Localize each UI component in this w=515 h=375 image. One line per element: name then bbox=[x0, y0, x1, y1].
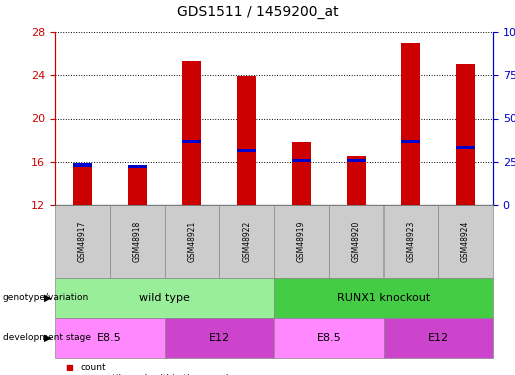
Text: ▶: ▶ bbox=[44, 333, 51, 343]
Text: GDS1511 / 1459200_at: GDS1511 / 1459200_at bbox=[177, 5, 338, 19]
Text: E8.5: E8.5 bbox=[316, 333, 341, 343]
Text: GSM48923: GSM48923 bbox=[406, 221, 416, 262]
Text: count: count bbox=[81, 363, 107, 372]
Text: ■: ■ bbox=[65, 374, 73, 375]
Text: E12: E12 bbox=[209, 333, 230, 343]
Bar bbox=[182, 140, 201, 143]
Bar bbox=[292, 142, 311, 205]
Bar bbox=[401, 140, 420, 143]
Bar bbox=[237, 149, 256, 153]
Bar bbox=[456, 64, 475, 205]
Text: ■: ■ bbox=[65, 363, 73, 372]
Text: GSM48919: GSM48919 bbox=[297, 221, 306, 262]
Text: GSM48917: GSM48917 bbox=[78, 221, 87, 262]
Text: percentile rank within the sample: percentile rank within the sample bbox=[81, 374, 234, 375]
Text: wild type: wild type bbox=[139, 293, 190, 303]
Text: GSM48918: GSM48918 bbox=[133, 221, 142, 262]
Text: GSM48924: GSM48924 bbox=[461, 221, 470, 262]
Text: development stage: development stage bbox=[3, 333, 91, 342]
Bar bbox=[182, 61, 201, 205]
Bar bbox=[456, 146, 475, 149]
Text: ▶: ▶ bbox=[44, 293, 51, 303]
Bar bbox=[401, 43, 420, 205]
Text: GSM48922: GSM48922 bbox=[242, 221, 251, 262]
Text: RUNX1 knockout: RUNX1 knockout bbox=[337, 293, 430, 303]
Bar bbox=[237, 76, 256, 205]
Bar bbox=[128, 165, 147, 205]
Bar bbox=[128, 165, 147, 168]
Bar bbox=[292, 159, 311, 162]
Text: E12: E12 bbox=[427, 333, 449, 343]
Bar bbox=[347, 156, 366, 205]
Bar bbox=[73, 164, 92, 166]
Bar bbox=[347, 159, 366, 162]
Text: GSM48921: GSM48921 bbox=[187, 221, 196, 262]
Bar bbox=[73, 167, 92, 205]
Text: genotype/variation: genotype/variation bbox=[3, 294, 89, 303]
Text: E8.5: E8.5 bbox=[97, 333, 122, 343]
Text: GSM48920: GSM48920 bbox=[352, 221, 360, 262]
